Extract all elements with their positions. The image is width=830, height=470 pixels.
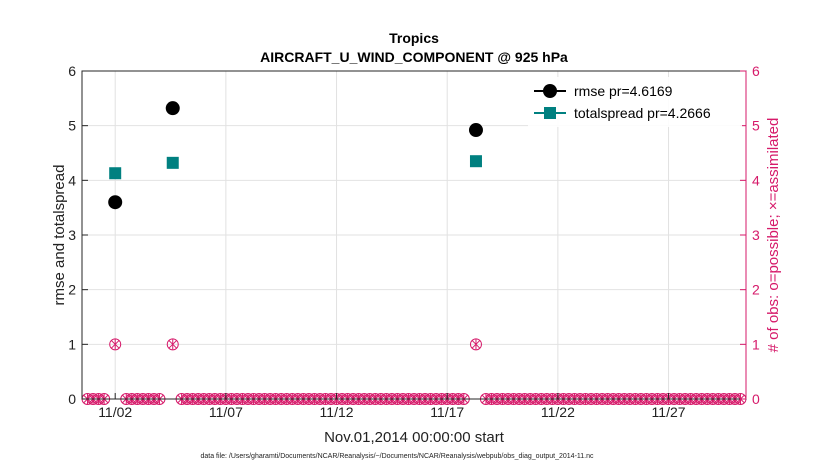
rmse-point [468, 123, 483, 138]
obs-possible-circle [469, 338, 482, 351]
obs-marker [109, 338, 122, 351]
legend-box [528, 77, 742, 127]
y-right-tick-label: 4 [752, 172, 760, 188]
rmse-point [165, 101, 180, 116]
legend-marker-totalspread [544, 107, 556, 119]
rmse-point [108, 195, 123, 210]
chart-title: Tropics [389, 30, 439, 46]
legend-marker-rmse [543, 84, 557, 98]
obs-possible-circle [166, 338, 179, 351]
legend-label-totalspread: totalspread pr=4.2666 [574, 105, 711, 121]
x-tick-label: 11/17 [430, 404, 464, 420]
y-tick-label: 0 [68, 391, 76, 407]
x-tick-label: 11/07 [209, 404, 243, 420]
y-tick-label: 4 [68, 172, 76, 188]
x-tick-label: 11/22 [541, 404, 575, 420]
x-tick-label: 11/12 [320, 404, 354, 420]
y-axis-label-right: # of obs: o=possible; ×=assimilated [765, 118, 782, 353]
x-tick-label: 11/27 [652, 404, 686, 420]
obs-marker [469, 338, 482, 351]
y-right-tick-label: 5 [752, 118, 760, 134]
totalspread-point [109, 167, 122, 180]
y-right-tick-label: 1 [752, 336, 760, 352]
legend: rmse pr=4.6169 totalspread pr=4.2666 [528, 77, 742, 127]
y-tick-label: 1 [68, 336, 76, 352]
obs-possible-circle [109, 338, 122, 351]
x-tick-label: 11/02 [98, 404, 132, 420]
y-right-tick-label: 6 [752, 63, 760, 79]
totalspread-point [166, 156, 179, 169]
y-tick-label: 2 [68, 282, 76, 298]
grid [82, 71, 746, 399]
axis-ticks: 0 1 2 3 4 5 6 0 1 2 3 4 5 6 11/02 11/07 11/12 11/17 11/22 1… [68, 63, 760, 420]
obs-marker [166, 338, 179, 351]
chart-subtitle: AIRCRAFT_U_WIND_COMPONENT @ 925 hPa [260, 49, 568, 65]
y-tick-label: 6 [68, 63, 76, 79]
legend-label-rmse: rmse pr=4.6169 [574, 83, 673, 99]
x-axis-label: Nov.01,2014 00:00:00 start [324, 429, 505, 446]
y-right-tick-label: 3 [752, 227, 760, 243]
y-tick-label: 5 [68, 118, 76, 134]
y-right-tick-label: 0 [752, 391, 760, 407]
totalspread-point [469, 155, 482, 168]
data-file-footer: data file: /Users/gharamti/Documents/NCA… [200, 453, 594, 460]
y-right-tick-label: 2 [752, 282, 760, 298]
y-tick-label: 3 [68, 227, 76, 243]
data-series [108, 101, 483, 210]
y-axis-label: rmse and totalspread [51, 165, 68, 306]
